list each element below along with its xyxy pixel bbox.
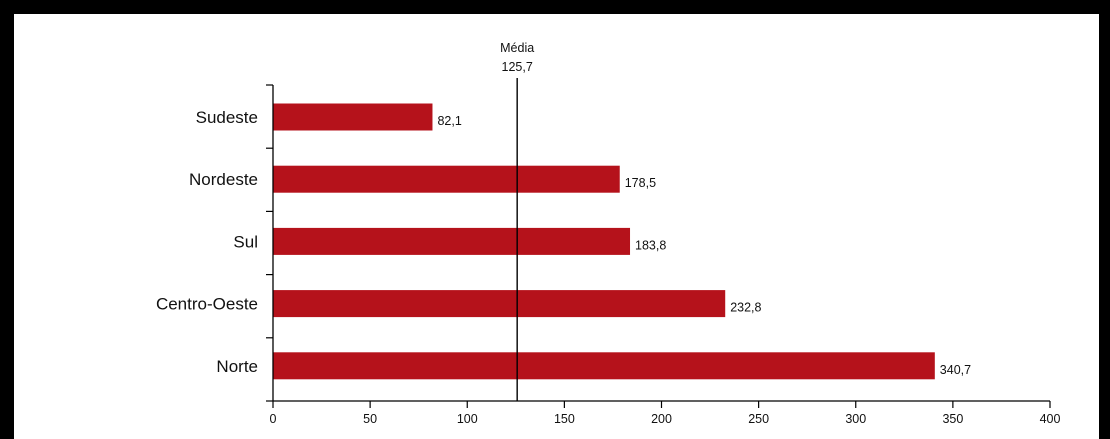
bar (273, 227, 631, 255)
x-tick-label: 0 (270, 412, 277, 426)
x-tick-label: 200 (651, 412, 672, 426)
x-tick-label: 300 (845, 412, 866, 426)
data-label: 183,8 (635, 238, 666, 252)
category-label: Norte (216, 357, 258, 376)
x-tick-label: 250 (748, 412, 769, 426)
data-label: 82,1 (437, 114, 461, 128)
category-label: Centro-Oeste (156, 295, 258, 314)
x-tick-label: 350 (942, 412, 963, 426)
x-tick-label: 50 (363, 412, 377, 426)
mean-title-label: Média (500, 41, 534, 55)
bar (273, 352, 935, 380)
data-label: 340,7 (940, 363, 971, 377)
data-label: 232,8 (730, 301, 761, 315)
x-tick-label: 400 (1040, 412, 1061, 426)
data-label: 178,5 (625, 176, 656, 190)
mean-value-label: 125,7 (502, 60, 533, 74)
reference-line-group: Média 125,7 (500, 41, 534, 401)
bar (273, 103, 433, 131)
x-tick-label: 150 (554, 412, 575, 426)
bars-group: Sudeste 82,1 Nordeste 178,5 Sul 183,8 Centro-O… (156, 103, 971, 380)
category-label: Sul (233, 232, 258, 251)
bar (273, 165, 620, 193)
category-label: Nordeste (189, 170, 258, 189)
category-label: Sudeste (196, 108, 258, 127)
axes-group: 0 50 100 150 200 250 300 350 400 (266, 84, 1061, 426)
bar (273, 290, 726, 318)
x-tick-label: 100 (457, 412, 478, 426)
